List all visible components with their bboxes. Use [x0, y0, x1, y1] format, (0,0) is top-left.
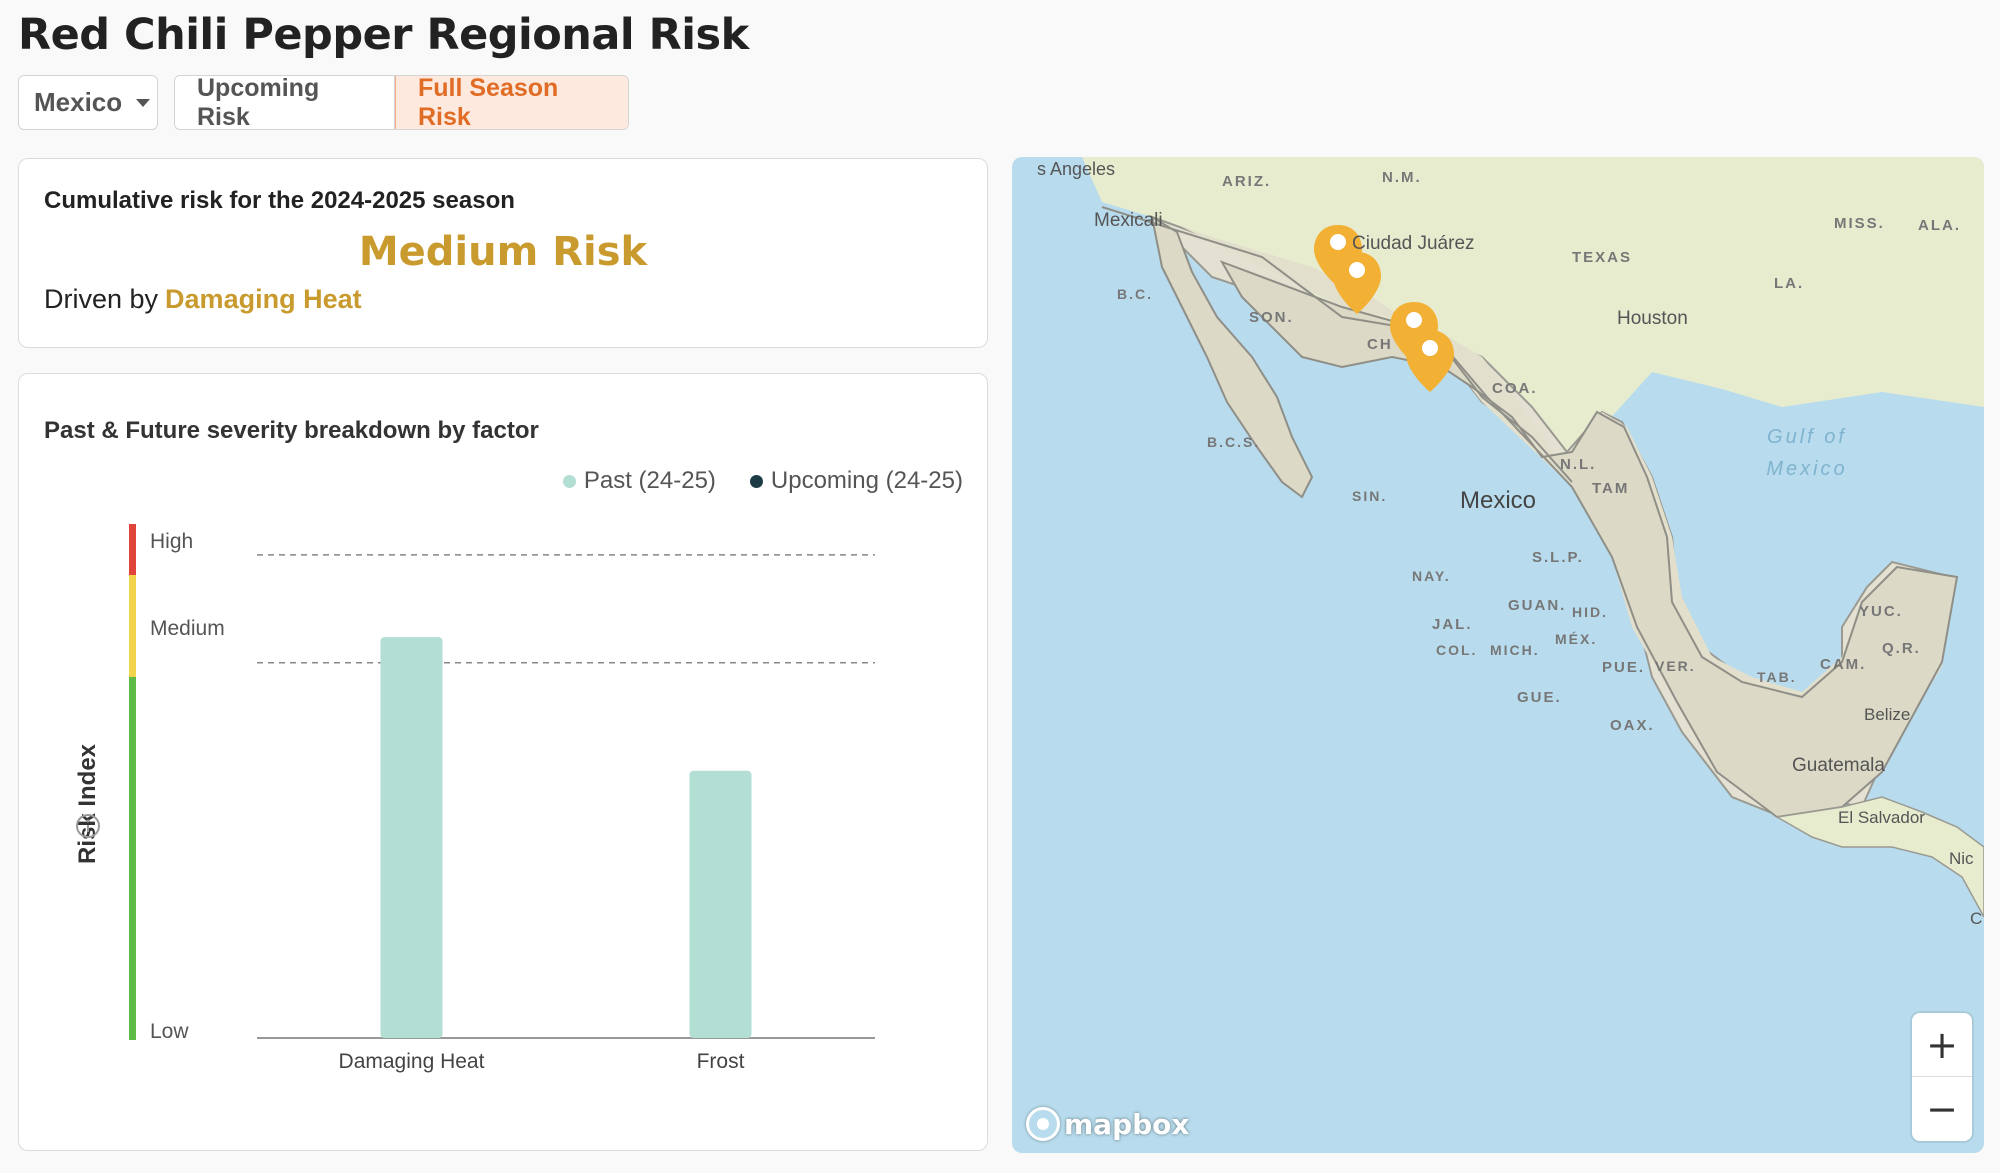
map-label: LA. [1774, 275, 1804, 292]
driven-prefix: Driven by [44, 284, 159, 314]
legend-dot-past [562, 474, 576, 488]
map-label: JAL. [1432, 616, 1473, 633]
info-icon [76, 814, 100, 838]
y-axis-title: Risk Index [74, 743, 101, 864]
tab-upcoming-risk[interactable]: Upcoming Risk [175, 76, 395, 129]
map-label: N.L. [1560, 456, 1596, 473]
map-label: COA. [1492, 380, 1538, 397]
map-label: VER. [1655, 658, 1696, 674]
risk-level: Medium Risk [358, 229, 648, 275]
central-america [1774, 796, 1984, 918]
chart-legend: Past (24-25) Upcoming (24-25) [562, 467, 963, 495]
bar-past-damaging-heat [380, 637, 443, 1038]
legend-label-past: Past (24-25) [583, 467, 716, 494]
mapbox-logo[interactable]: mapbox [1026, 1107, 1189, 1141]
map-label: CH [1367, 336, 1393, 353]
map-label: S.L.P. [1532, 549, 1584, 566]
zoom-out-button[interactable]: − [1926, 1087, 1958, 1131]
scale-low-segment [129, 677, 136, 1040]
risk-summary-card: Cumulative risk for the 2024-2025 season… [18, 158, 988, 348]
legend-item-past[interactable]: Past (24-25) [562, 467, 716, 495]
map-label: MISS. [1834, 215, 1885, 232]
map-label: Houston [1617, 308, 1688, 329]
x-tick-label: Frost [697, 1050, 745, 1073]
zoom-in-button[interactable]: + [1912, 1013, 1972, 1077]
map-label: Q.R. [1882, 640, 1921, 657]
legend-label-upcoming: Upcoming (24-25) [770, 467, 963, 494]
map-label: SON. [1249, 309, 1294, 326]
map-label: B.C.S. [1207, 434, 1260, 450]
map-label: Guatemala [1792, 755, 1885, 776]
map-labels: ARIZ. N.M. Mexicali Ciudad Juárez TEXAS MISS.… [1037, 159, 1982, 928]
map-label: HID. [1572, 604, 1608, 620]
plot-area: Damaging Heat Frost [257, 554, 875, 1073]
water-label: Gulf of [1767, 426, 1847, 448]
region-map[interactable]: ARIZ. N.M. Mexicali Ciudad Juárez TEXAS MISS.… [1012, 157, 1984, 1153]
map-label: Nic [1949, 849, 1974, 868]
region-select[interactable]: Mexico [18, 75, 158, 130]
map-label: Belize [1864, 705, 1910, 724]
baja-peninsula [1150, 214, 1314, 499]
chart-title: Past & Future severity breakdown by fact… [44, 417, 539, 444]
x-tick-label: Damaging Heat [339, 1050, 485, 1073]
country-label: Mexico [1460, 487, 1536, 514]
tab-full-season-risk[interactable]: Full Season Risk [395, 76, 628, 129]
map-label: ARIZ. [1222, 173, 1271, 190]
scale-label-medium: Medium [150, 617, 225, 640]
map-label: TAM [1592, 480, 1629, 497]
severity-chart: High Medium Low Risk Index Damaging Heat… [74, 524, 875, 1073]
map-label: El Salvador [1838, 808, 1925, 827]
map-label: B.C. [1117, 286, 1153, 302]
severity-chart-card: Past & Future severity breakdown by fact… [18, 373, 988, 1151]
bar-past-frost [689, 770, 752, 1038]
map-label: C [1970, 909, 1982, 928]
scale-label-low: Low [150, 1020, 189, 1043]
scale-medium-segment [129, 575, 136, 677]
map-label: MICH. [1490, 642, 1540, 658]
map-canvas: ARIZ. N.M. Mexicali Ciudad Juárez TEXAS MISS.… [1037, 157, 1984, 928]
driven-factor: Damaging Heat [165, 284, 362, 314]
usa-land [1082, 157, 1984, 482]
page-title: Red Chili Pepper Regional Risk [18, 10, 749, 60]
zoom-controls: + − [1912, 1013, 1972, 1141]
map-label: Ciudad Juárez [1352, 233, 1475, 254]
map-label: Mexicali [1094, 210, 1163, 231]
location-marker [1406, 330, 1454, 392]
map-label: TAB. [1757, 669, 1797, 685]
map-label: TEXAS [1572, 249, 1632, 266]
map-label: GUAN. [1508, 597, 1566, 614]
chevron-down-icon [136, 98, 151, 107]
map-label: SIN. [1352, 488, 1387, 504]
map-label: GUE. [1517, 689, 1562, 706]
region-select-value: Mexico [34, 87, 123, 117]
map-label: PUE. [1602, 659, 1645, 676]
scale-high-segment [129, 524, 136, 575]
mapbox-attribution: mapbox [1064, 1107, 1190, 1141]
map-label: MÉX. [1555, 631, 1597, 647]
legend-dot-upcoming [749, 474, 763, 488]
map-label: CAM. [1820, 656, 1866, 673]
summary-heading: Cumulative risk for the 2024-2025 season [44, 187, 515, 214]
location-marker [1333, 252, 1381, 314]
water-label: Mexico [1766, 458, 1847, 480]
scale-label-high: High [150, 530, 193, 553]
map-label: s Angeles [1037, 159, 1115, 179]
driven-by-line: Driven by Damaging Heat [44, 284, 362, 315]
mapbox-icon [1026, 1107, 1060, 1141]
map-label: COL. [1436, 642, 1477, 658]
map-label: YUC. [1859, 603, 1903, 620]
risk-mode-toggle[interactable]: Upcoming Risk Full Season Risk [174, 75, 629, 130]
map-label: ALA. [1918, 217, 1961, 234]
legend-item-upcoming[interactable]: Upcoming (24-25) [749, 467, 963, 495]
map-label: NAY. [1412, 568, 1451, 584]
map-label: N.M. [1382, 169, 1422, 186]
map-label: OAX. [1610, 717, 1655, 734]
